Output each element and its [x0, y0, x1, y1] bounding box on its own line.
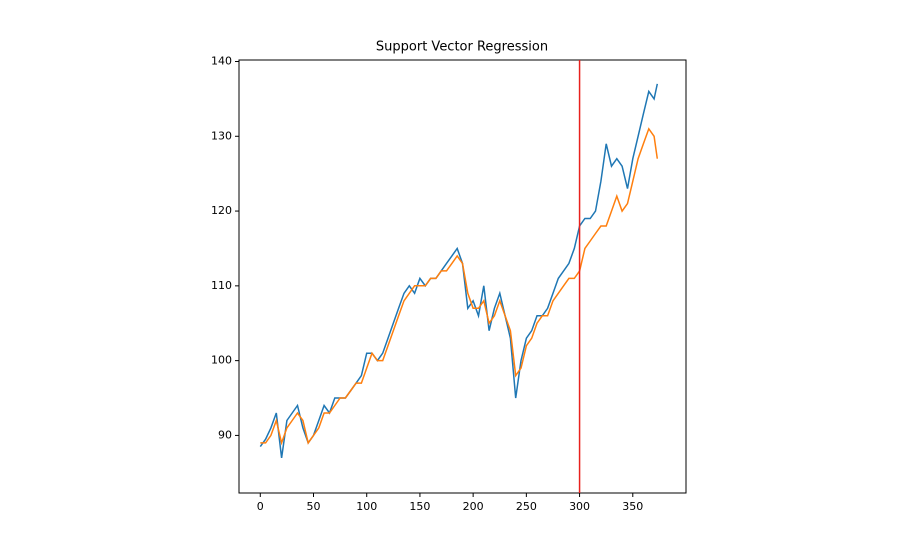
- x-tick-label: 0: [257, 500, 264, 513]
- y-tick-label: 130: [211, 129, 232, 142]
- y-tick-label: 90: [218, 428, 232, 441]
- y-tick-label: 100: [211, 354, 232, 367]
- data-line: [260, 127, 659, 446]
- x-tick-label: 350: [622, 500, 643, 513]
- x-tick-label: 200: [463, 500, 484, 513]
- plot-frame: [238, 59, 687, 494]
- y-tick-label: 110: [211, 279, 232, 292]
- x-tick-label: 300: [569, 500, 590, 513]
- data-line: [259, 83, 659, 459]
- y-tick-label: 120: [211, 204, 232, 217]
- x-tick-label: 150: [409, 500, 430, 513]
- x-tick-label: 100: [356, 500, 377, 513]
- x-tick-label: 250: [516, 500, 537, 513]
- chart-title: Support Vector Regression: [376, 40, 548, 55]
- x-tick-label: 50: [307, 500, 321, 513]
- y-tick-label: 140: [211, 54, 232, 67]
